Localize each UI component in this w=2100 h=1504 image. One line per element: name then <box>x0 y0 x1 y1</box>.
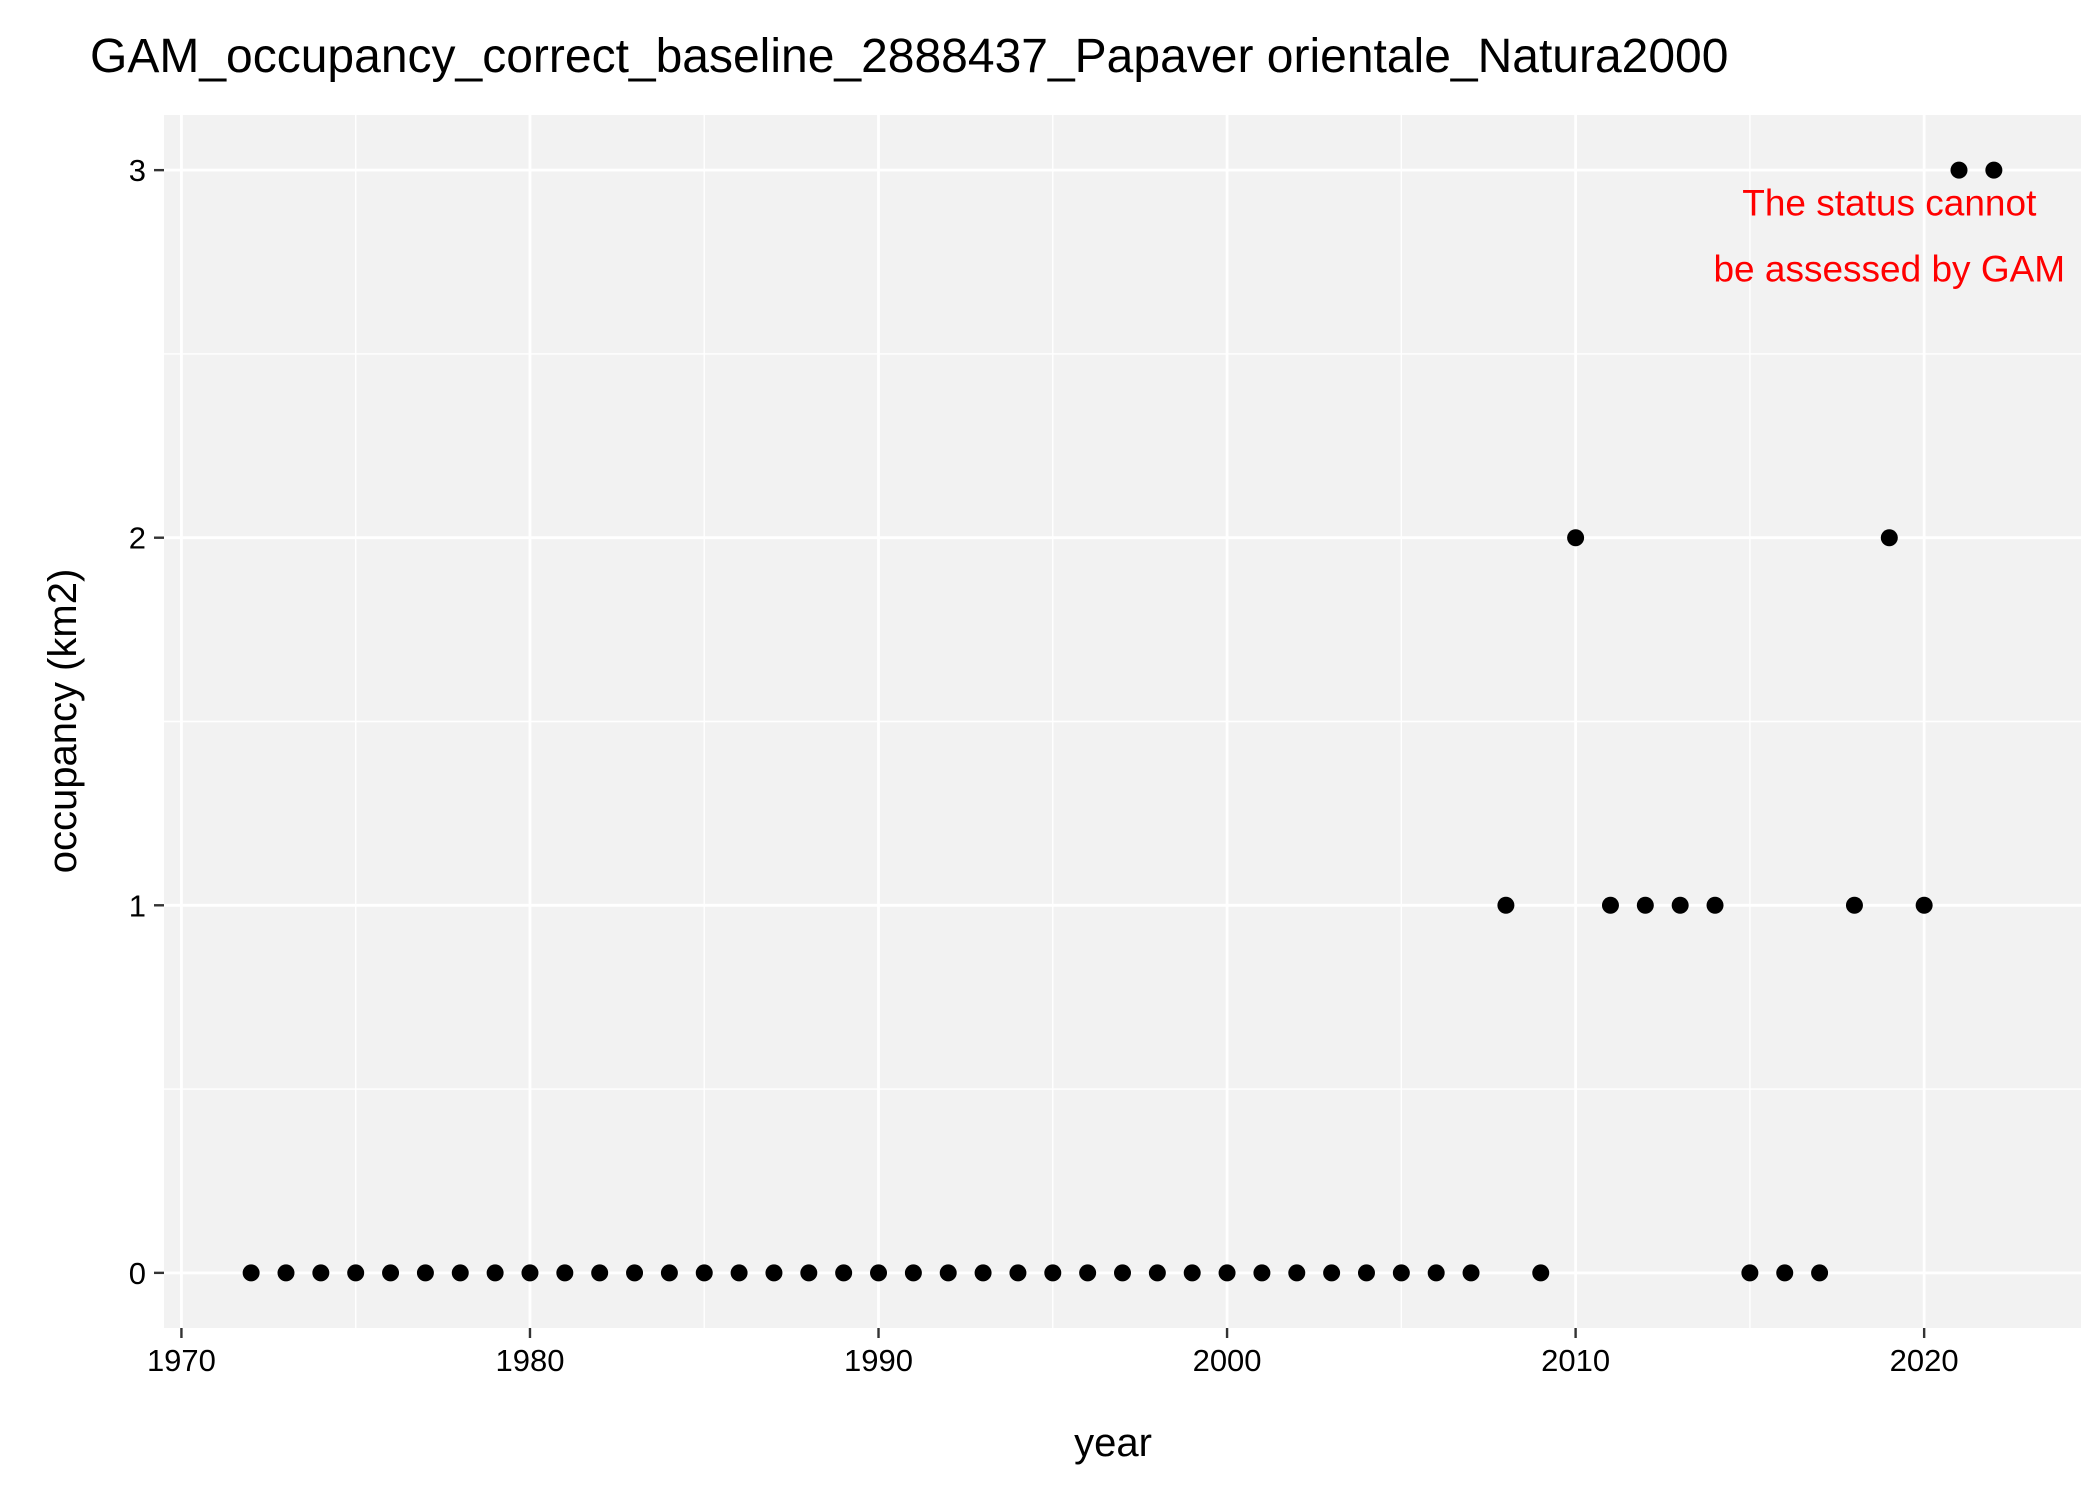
data-point <box>1741 1264 1759 1282</box>
data-point <box>451 1264 469 1282</box>
data-point <box>1706 896 1724 914</box>
data-point <box>1532 1264 1550 1282</box>
data-point <box>835 1264 853 1282</box>
data-point <box>1845 896 1863 914</box>
data-point <box>1985 161 2003 179</box>
data-point <box>416 1264 434 1282</box>
data-point <box>1567 529 1585 547</box>
annotation-line: be assessed by GAM <box>1713 248 2065 289</box>
chart-title: GAM_occupancy_correct_baseline_2888437_P… <box>90 30 1728 83</box>
data-point <box>1915 896 1933 914</box>
y-axis-label: occupancy (km2) <box>41 569 85 874</box>
data-point <box>591 1264 609 1282</box>
data-point <box>1811 1264 1829 1282</box>
y-axis: 0 1 2 3 <box>129 153 164 1291</box>
data-point <box>1148 1264 1166 1282</box>
data-point <box>347 1264 365 1282</box>
data-point <box>382 1264 400 1282</box>
data-point <box>1044 1264 1062 1282</box>
x-tick-label: 2020 <box>1890 1343 1959 1378</box>
data-point <box>1114 1264 1131 1282</box>
data-point <box>1601 896 1619 914</box>
minor-gridlines <box>164 115 2081 1328</box>
data-point <box>695 1264 713 1282</box>
data-point <box>1880 529 1898 547</box>
data-point <box>277 1264 295 1282</box>
annotation-line: The status cannot <box>1742 182 2037 223</box>
y-tick-label: 0 <box>129 1256 146 1291</box>
data-point <box>556 1264 574 1282</box>
y-tick-label: 1 <box>129 888 146 923</box>
data-point <box>242 1264 260 1282</box>
data-point <box>1636 896 1654 914</box>
data-points <box>242 161 2003 1282</box>
data-point <box>730 1264 748 1282</box>
data-point <box>1462 1264 1480 1282</box>
x-tick-label: 1970 <box>147 1343 216 1378</box>
data-point <box>765 1264 783 1282</box>
data-point <box>486 1264 504 1282</box>
data-point <box>939 1264 957 1282</box>
x-axis-label: year <box>1074 1421 1152 1465</box>
data-point <box>1218 1264 1236 1282</box>
data-point <box>1776 1264 1794 1282</box>
data-point <box>904 1264 922 1282</box>
x-axis: 1970 1980 1990 2000 2010 2020 <box>147 1328 1959 1378</box>
data-point <box>800 1264 818 1282</box>
data-point <box>1497 896 1515 914</box>
data-point <box>1323 1264 1341 1282</box>
data-point <box>1183 1264 1201 1282</box>
data-point <box>312 1264 330 1282</box>
y-tick-label: 2 <box>129 521 146 556</box>
x-tick-label: 1980 <box>495 1343 564 1378</box>
annotation: The status cannot be assessed by GAM <box>1713 182 2065 289</box>
data-point <box>1392 1264 1410 1282</box>
data-point <box>1671 896 1689 914</box>
data-point <box>521 1264 539 1282</box>
x-tick-label: 2010 <box>1541 1343 1610 1378</box>
data-point <box>1357 1264 1375 1282</box>
y-tick-label: 3 <box>129 153 146 188</box>
data-point <box>870 1264 888 1282</box>
data-point <box>1950 161 1968 179</box>
data-point <box>1079 1264 1097 1282</box>
data-point <box>1009 1264 1027 1282</box>
data-point <box>1288 1264 1306 1282</box>
data-point <box>1253 1264 1271 1282</box>
data-point <box>974 1264 992 1282</box>
x-tick-label: 1990 <box>844 1343 913 1378</box>
x-tick-label: 2000 <box>1193 1343 1262 1378</box>
data-point <box>626 1264 644 1282</box>
data-point <box>660 1264 678 1282</box>
data-point <box>1427 1264 1445 1282</box>
